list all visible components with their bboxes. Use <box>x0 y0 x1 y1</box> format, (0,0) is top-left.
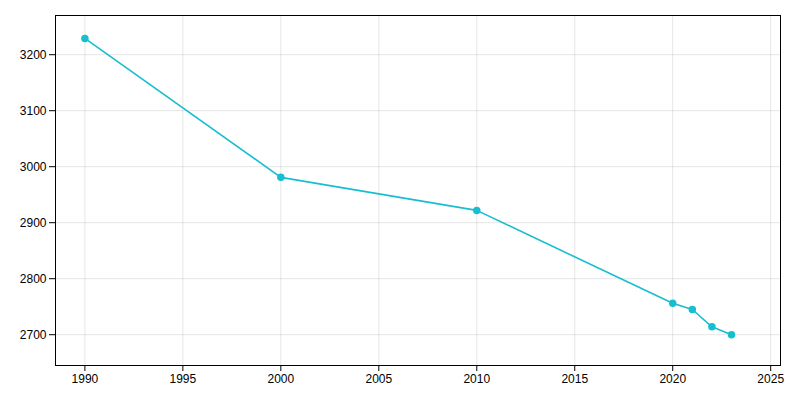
svg-text:2800: 2800 <box>20 272 47 286</box>
svg-text:3000: 3000 <box>20 160 47 174</box>
svg-text:3100: 3100 <box>20 104 47 118</box>
svg-text:1990: 1990 <box>72 372 99 386</box>
svg-text:2010: 2010 <box>463 372 490 386</box>
svg-text:2025: 2025 <box>757 372 784 386</box>
svg-text:2015: 2015 <box>561 372 588 386</box>
svg-text:2020: 2020 <box>659 372 686 386</box>
svg-text:2700: 2700 <box>20 328 47 342</box>
svg-text:2005: 2005 <box>365 372 392 386</box>
svg-text:3200: 3200 <box>20 48 47 62</box>
svg-text:2900: 2900 <box>20 216 47 230</box>
svg-text:2000: 2000 <box>267 372 294 386</box>
svg-text:1995: 1995 <box>170 372 197 386</box>
